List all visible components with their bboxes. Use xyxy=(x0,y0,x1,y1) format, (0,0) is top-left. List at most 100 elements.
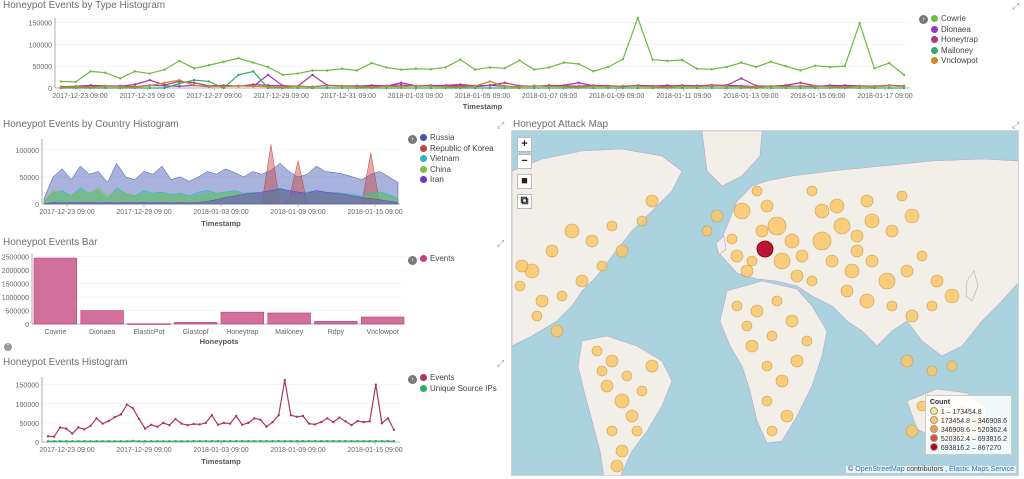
data-point xyxy=(198,439,201,443)
data-point xyxy=(156,425,159,428)
y-tick-label: 50000 xyxy=(33,64,53,71)
attack-marker xyxy=(515,259,529,273)
y-tick-label: 0 xyxy=(25,322,29,329)
zoom-in-icon[interactable]: + xyxy=(517,137,532,152)
data-point xyxy=(163,81,166,84)
attack-markers xyxy=(514,185,984,473)
data-point xyxy=(340,86,344,90)
x-tick-label: 2018-01-03 09:00 xyxy=(388,93,443,100)
attack-map[interactable]: + − ■ ⧉ Count 1 – 173454.8 173454.8 – 346908… xyxy=(511,130,1019,476)
data-point xyxy=(636,85,639,88)
data-point xyxy=(429,67,432,71)
data-point xyxy=(636,16,639,20)
data-point xyxy=(101,440,104,443)
openstreetmap-link[interactable]: OpenStreetMap xyxy=(855,466,905,473)
data-point xyxy=(533,84,536,88)
y-tick-label: 50000 xyxy=(20,175,40,182)
draw-rectangle-icon[interactable]: ■ xyxy=(517,174,532,189)
legend-toggle-icon[interactable]: › xyxy=(919,15,928,24)
legend-toggle-icon[interactable]: › xyxy=(408,135,417,144)
data-point xyxy=(814,85,817,88)
bar-legend-item[interactable]: Events xyxy=(420,254,454,265)
events-legend-item[interactable]: Unique Source IPs xyxy=(420,384,497,395)
type-legend-item[interactable]: Mailoney xyxy=(931,46,978,57)
attack-marker xyxy=(514,280,526,292)
attack-marker xyxy=(741,320,753,332)
greenland-land xyxy=(701,131,763,187)
x-tick-label: 2018-01-15 09:00 xyxy=(790,93,845,100)
collapse-icon[interactable]: ⌃ xyxy=(4,343,12,351)
type-legend-item[interactable]: Vnclowpot xyxy=(931,56,978,67)
expand-icon[interactable]: ⤢ xyxy=(497,358,505,368)
bar-rdpy xyxy=(314,321,358,325)
country-legend-item[interactable]: Russia xyxy=(420,133,494,144)
data-point xyxy=(636,86,639,90)
x-tick-label: 2018-01-07 09:00 xyxy=(522,93,577,100)
bar-mailoney xyxy=(267,312,311,325)
zoom-out-icon[interactable]: − xyxy=(517,154,532,169)
data-point xyxy=(799,69,802,72)
data-point xyxy=(710,84,713,88)
attack-marker xyxy=(591,345,603,357)
world-map-canvas[interactable] xyxy=(512,131,1019,476)
attack-marker xyxy=(740,264,754,278)
data-point xyxy=(119,440,123,443)
x-tick-label: 2018-01-11 09:00 xyxy=(656,93,711,100)
attack-marker xyxy=(904,208,920,224)
data-point xyxy=(296,85,299,88)
data-point xyxy=(89,440,92,443)
attack-marker xyxy=(780,409,794,423)
y-tick-label: 50000 xyxy=(20,421,40,428)
attack-marker xyxy=(905,309,919,323)
map-legend-title: Count xyxy=(929,399,951,406)
data-point xyxy=(340,85,344,88)
data-point xyxy=(888,86,891,90)
attack-marker xyxy=(926,300,938,312)
attack-marker xyxy=(730,249,744,263)
legend-toggle-icon[interactable]: › xyxy=(408,256,417,265)
data-point xyxy=(265,439,268,443)
type-histogram-title: Honeypot Events by Type Histogram xyxy=(3,0,166,11)
x-tick-label: 2018-01-15 09:00 xyxy=(347,447,402,454)
country-legend-item[interactable]: Iran xyxy=(420,175,494,186)
type-legend-item[interactable]: Honeytrap xyxy=(931,35,978,46)
data-point xyxy=(149,440,153,443)
data-point xyxy=(313,439,317,443)
expand-icon[interactable]: ⤢ xyxy=(497,238,505,248)
country-legend-item[interactable]: China xyxy=(420,165,494,176)
type-legend-item[interactable]: Cowrie xyxy=(931,14,978,25)
data-point xyxy=(814,86,817,90)
data-point xyxy=(65,440,68,443)
data-point xyxy=(370,61,373,65)
data-point xyxy=(168,423,171,427)
fit-bounds-icon[interactable]: ⧉ xyxy=(517,194,532,209)
data-point xyxy=(222,421,226,425)
data-point xyxy=(311,73,314,77)
country-legend-item[interactable]: Republic of Korea xyxy=(420,144,494,155)
attack-marker xyxy=(585,234,599,248)
attack-marker xyxy=(610,459,624,473)
legend-toggle-icon[interactable]: › xyxy=(408,375,417,384)
data-point xyxy=(74,85,77,88)
data-point xyxy=(104,85,107,88)
elastic-maps-link[interactable]: Elastic Maps Service xyxy=(949,466,1014,473)
data-point xyxy=(163,86,166,90)
attack-marker xyxy=(859,293,875,309)
data-point xyxy=(902,86,906,90)
data-point xyxy=(592,86,595,90)
legend-label: Vnclowpot xyxy=(941,56,978,65)
data-point xyxy=(533,86,536,90)
events-legend-item[interactable]: Events xyxy=(420,373,497,384)
events-histogram-panel: Honeypot Events Histogram ⤢ 150000 100000… xyxy=(0,357,508,477)
expand-icon[interactable]: ⤢ xyxy=(1012,120,1020,130)
events-histogram-title: Honeypot Events Histogram xyxy=(3,357,128,368)
attack-marker xyxy=(865,254,879,268)
expand-icon[interactable]: ⤢ xyxy=(1012,1,1020,11)
type-legend-item[interactable]: Dionaea xyxy=(931,25,978,36)
legend-label: Cowrie xyxy=(941,14,966,23)
attack-marker xyxy=(761,360,773,372)
country-legend-item[interactable]: Vietnam xyxy=(420,154,494,165)
expand-icon[interactable]: ⤢ xyxy=(497,120,505,130)
data-point xyxy=(873,85,876,88)
